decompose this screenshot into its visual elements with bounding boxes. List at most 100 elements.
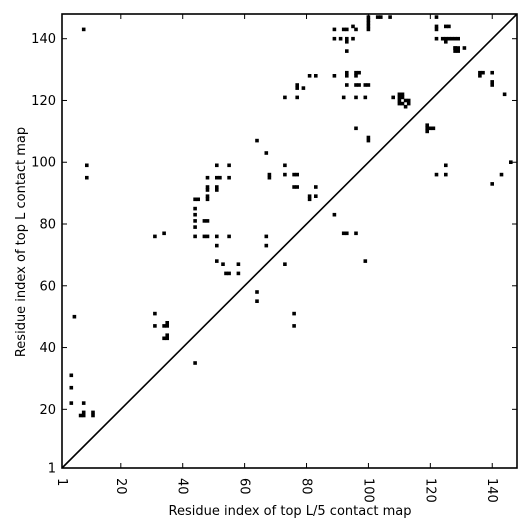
contact-point-lower xyxy=(227,271,231,276)
contact-point-upper xyxy=(400,95,405,100)
diagonal-line xyxy=(61,13,518,469)
contact-point-upper xyxy=(434,15,439,19)
contact-point-lower xyxy=(205,194,210,198)
contact-point-lower xyxy=(69,373,74,378)
contact-point-upper xyxy=(391,95,395,100)
contact-point-lower xyxy=(444,163,448,168)
contact-point-lower xyxy=(69,385,74,390)
contact-point-lower xyxy=(193,197,197,202)
contact-point-upper xyxy=(366,21,371,26)
contact-point-upper xyxy=(283,172,287,177)
contact-point-upper xyxy=(332,36,337,41)
contact-point-lower xyxy=(205,185,210,189)
contact-point-upper xyxy=(397,101,402,106)
contact-point-lower xyxy=(78,413,83,418)
contact-point-lower xyxy=(72,314,77,319)
contact-point-upper xyxy=(345,40,349,44)
contact-points xyxy=(69,15,513,418)
x-tick-label: 1 xyxy=(54,478,69,486)
contact-point-upper xyxy=(332,74,337,78)
contact-point-lower xyxy=(264,243,269,248)
contact-point-lower xyxy=(162,336,166,341)
contact-point-lower xyxy=(227,163,231,168)
contact-point-upper xyxy=(425,123,429,127)
contact-point-upper xyxy=(341,27,346,32)
contact-point-lower xyxy=(215,234,219,239)
contact-point-lower xyxy=(215,188,219,192)
x-tick-label: 20 xyxy=(113,478,128,495)
contact-point-upper xyxy=(456,49,460,53)
contact-point-lower xyxy=(509,160,513,164)
x-tick-label: 100 xyxy=(360,478,375,503)
contact-point-upper xyxy=(502,92,507,97)
contact-point-upper xyxy=(307,197,312,202)
contact-point-upper xyxy=(307,74,312,78)
contact-point-lower xyxy=(215,185,219,189)
contact-point-upper xyxy=(354,83,358,87)
y-tick-label: 80 xyxy=(39,218,56,233)
contact-point-upper xyxy=(481,70,485,75)
contact-point-upper xyxy=(292,172,296,177)
contact-point-lower xyxy=(332,212,337,217)
contact-point-upper xyxy=(354,27,358,32)
contact-point-upper xyxy=(388,15,392,19)
contact-point-upper xyxy=(341,231,346,236)
contact-point-lower xyxy=(162,231,166,236)
contact-point-upper xyxy=(295,185,299,189)
contact-point-upper xyxy=(345,36,349,41)
contact-point-lower xyxy=(227,175,231,180)
contact-point-upper xyxy=(366,24,371,29)
contact-point-upper xyxy=(354,126,358,131)
contact-point-lower xyxy=(193,219,197,223)
contact-point-upper xyxy=(267,172,272,177)
contact-point-upper xyxy=(295,172,299,177)
contact-point-upper xyxy=(453,49,457,53)
contact-point-upper xyxy=(345,74,349,78)
contact-point-upper xyxy=(366,135,371,140)
contact-point-upper xyxy=(338,36,343,41)
contact-point-upper xyxy=(397,95,402,100)
contact-point-lower xyxy=(153,311,157,316)
contact-point-lower xyxy=(264,234,269,239)
contact-point-lower xyxy=(81,410,86,415)
contact-point-lower xyxy=(162,324,166,328)
contact-point-lower xyxy=(85,175,89,180)
contact-point-upper xyxy=(345,27,349,32)
contact-point-lower xyxy=(292,311,296,316)
x-tick-label: 40 xyxy=(175,478,190,495)
contact-point-lower xyxy=(215,163,219,168)
contact-point-upper xyxy=(379,15,383,19)
contact-point-upper xyxy=(295,83,299,87)
contact-point-upper xyxy=(447,24,451,29)
plot-frame xyxy=(61,13,518,469)
x-tick-label: 120 xyxy=(422,478,437,503)
contact-point-upper xyxy=(375,15,380,19)
y-tick-label: 60 xyxy=(39,279,56,294)
contact-point-upper xyxy=(366,138,371,143)
contact-point-lower xyxy=(218,175,222,180)
contact-point-upper xyxy=(425,126,429,131)
contact-point-lower xyxy=(81,413,86,418)
contact-point-upper xyxy=(478,74,482,78)
contact-point-upper xyxy=(351,36,355,41)
contact-point-lower xyxy=(434,172,439,177)
contact-point-upper xyxy=(397,92,402,97)
contact-point-lower xyxy=(193,361,197,365)
contact-point-upper xyxy=(434,27,439,32)
contact-point-upper xyxy=(292,185,296,189)
contact-point-upper xyxy=(341,95,346,100)
contact-point-upper xyxy=(366,83,371,87)
contact-point-lower xyxy=(205,219,210,223)
contact-point-lower xyxy=(236,271,241,276)
contact-point-upper xyxy=(456,46,460,50)
contact-point-upper xyxy=(447,36,451,41)
contact-point-upper xyxy=(366,27,371,32)
contact-point-lower xyxy=(215,175,219,180)
contact-point-lower xyxy=(202,219,207,223)
contact-point-upper xyxy=(490,70,494,75)
contact-point-lower xyxy=(153,234,157,239)
contact-point-lower xyxy=(221,262,225,266)
contact-point-upper xyxy=(354,74,358,78)
